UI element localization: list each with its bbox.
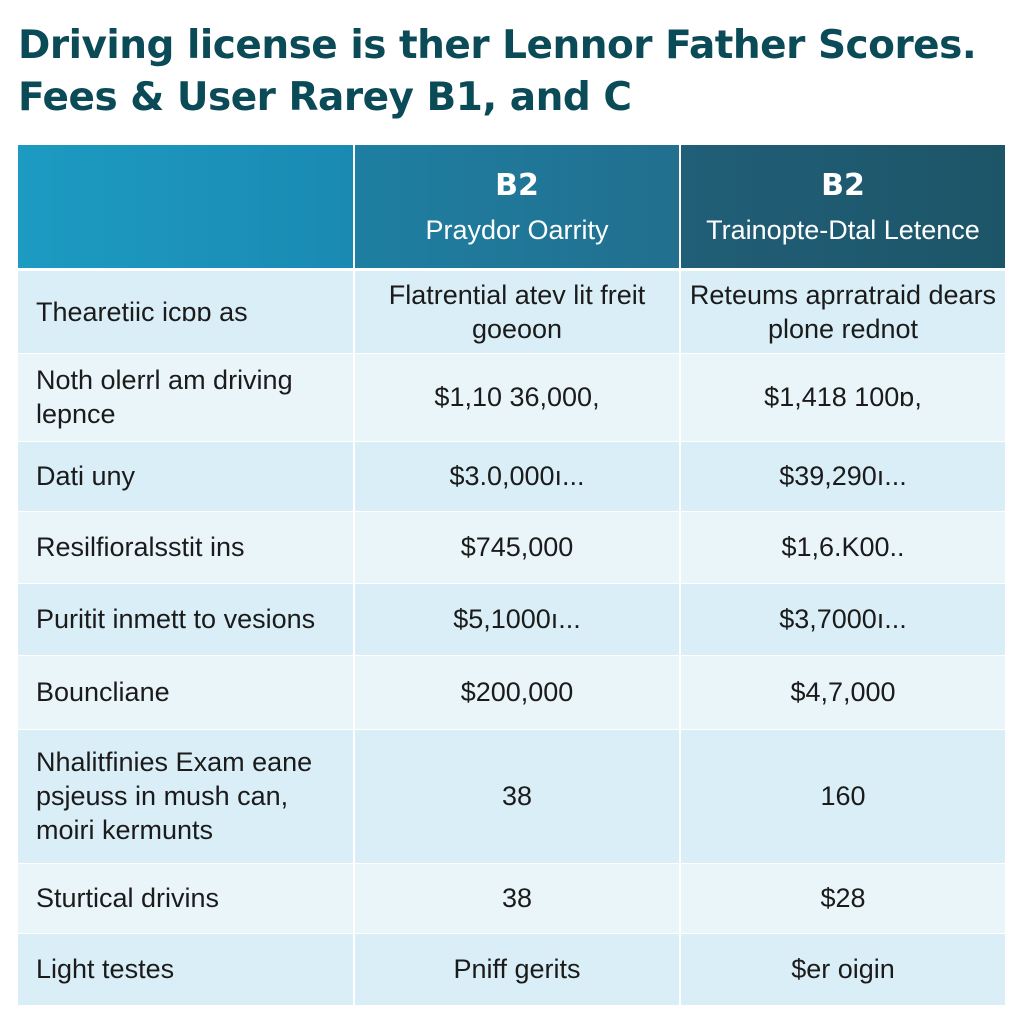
title-line-2: Fees & User Rarey B1, and C — [18, 75, 632, 120]
page-title: Driving license is ther Lennor Father Sc… — [18, 20, 1008, 124]
row-value-column-1: $5,1000ı... — [354, 583, 681, 655]
row-value-column-2: $er oigin — [680, 933, 1005, 1005]
row-value-column-2: Reteums aprratraid dears plone rednot — [680, 269, 1005, 353]
header-cell-column-1: B2 Praydor Oarrity — [354, 145, 681, 271]
table-row: Resilfioralsstit ins $745,000 $1,6.K00.. — [18, 511, 1005, 583]
fees-comparison-table: B2 Praydor Oarrity B2 Trainopte-Dtal Let… — [18, 145, 1005, 1006]
row-value-column-2: $39,290ı... — [680, 441, 1005, 511]
row-label: Thearetiic iᴄɒɒ as — [18, 269, 355, 353]
table-row: Dati uny $3.0,000ı... $39,290ı... — [18, 441, 1005, 511]
row-label: Noth olerrl am driving lepnce — [18, 353, 355, 441]
row-value-column-2: $1,418 100ɒ, — [680, 353, 1005, 441]
column-1-name: Praydor Oarrity — [425, 215, 609, 246]
row-value-column-1: $1,10 36,000, — [354, 353, 681, 441]
row-value-column-1: $200,000 — [354, 655, 681, 729]
column-2-name: Trainopte-Dtal Letence — [706, 215, 980, 246]
table-row: Puritit inmett to vesions $5,1000ı... $3… — [18, 583, 1005, 655]
row-value-column-2: $4,7,000 — [680, 655, 1005, 729]
row-value-column-1: Pniff gerits — [354, 933, 681, 1005]
row-value-column-1: Flatrential atev lit freit goeoon — [354, 269, 681, 353]
column-1-code: B2 — [495, 168, 539, 204]
row-value-column-1: 38 — [354, 863, 681, 933]
row-label: Dati uny — [18, 441, 355, 511]
row-label: Bouncliane — [18, 655, 355, 729]
row-label: Resilfioralsstit ins — [18, 511, 355, 583]
column-2-code: B2 — [821, 168, 865, 204]
table-row: Bouncliane $200,000 $4,7,000 — [18, 655, 1005, 729]
table-header-row: B2 Praydor Oarrity B2 Trainopte-Dtal Let… — [18, 145, 1005, 271]
row-value-column-1: $3.0,000ı... — [354, 441, 681, 511]
table-row: Light testes Pniff gerits $er oigin — [18, 933, 1005, 1005]
title-line-1: Driving license is ther Lennor Father Sc… — [18, 23, 977, 68]
row-value-column-2: 160 — [680, 729, 1005, 863]
row-value-column-2: $1,6.K00.. — [680, 511, 1005, 583]
table-row: Nhalitfinies Exam eane psjeuss in mush c… — [18, 729, 1005, 863]
row-value-column-1: 38 — [354, 729, 681, 863]
row-label: Sturtical drivins — [18, 863, 355, 933]
row-label: Puritit inmett to vesions — [18, 583, 355, 655]
header-cell-label-column — [18, 145, 355, 271]
row-label: Light testes — [18, 933, 355, 1005]
table-row: Noth olerrl am driving lepnce $1,10 36,0… — [18, 353, 1005, 441]
row-value-column-1: $745,000 — [354, 511, 681, 583]
row-label: Nhalitfinies Exam eane psjeuss in mush c… — [18, 729, 355, 863]
row-value-column-2: $3,7000ı... — [680, 583, 1005, 655]
row-value-column-2: $28 — [680, 863, 1005, 933]
table-row: Thearetiic iᴄɒɒ as Flatrential atev lit … — [18, 269, 1005, 353]
table-row: Sturtical drivins 38 $28 — [18, 863, 1005, 933]
header-cell-column-2: B2 Trainopte-Dtal Letence — [680, 145, 1005, 271]
